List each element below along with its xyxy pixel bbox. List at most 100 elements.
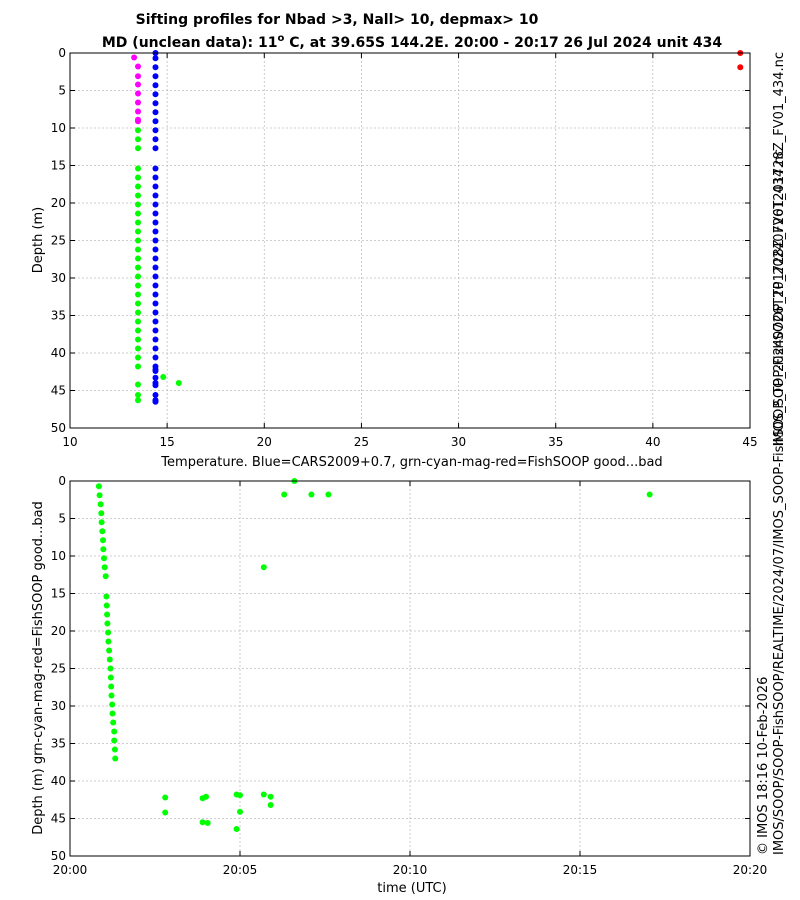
data-point-blue <box>152 255 159 262</box>
data-point-green <box>104 620 111 627</box>
data-point-blue <box>152 273 159 280</box>
data-point-blue <box>152 318 159 325</box>
data-point-blue <box>152 64 159 71</box>
data-point-blue <box>152 210 159 217</box>
data-point-green <box>107 674 114 681</box>
data-point-green <box>135 336 141 343</box>
data-point-green <box>199 819 206 826</box>
plot1-xtick-label: 15 <box>160 435 175 449</box>
copyright-label: © IMOS 18:16 10-Feb-2026 <box>756 677 771 855</box>
plot2-ytick-label: 50 <box>51 849 66 863</box>
data-point-green <box>105 629 112 636</box>
data-point-blue <box>152 145 159 152</box>
data-point-blue <box>152 345 159 352</box>
file-name-label: IMOS_SOOP-FishSOOP_TP_20240726T201728Z_F… <box>772 52 787 446</box>
data-point-blue <box>152 136 159 143</box>
data-point-green <box>111 737 118 744</box>
data-point-blue <box>152 55 159 62</box>
data-point-blue <box>152 327 159 334</box>
plot1-ytick-label: 35 <box>51 309 66 323</box>
plot1-ylabel: Depth (m) <box>31 207 46 274</box>
data-point-blue <box>152 174 159 181</box>
plot2-ytick-label: 25 <box>51 662 66 676</box>
data-point-green <box>135 219 141 226</box>
data-point-green <box>111 746 118 753</box>
data-point-green <box>135 282 141 289</box>
plot2-ytick-label: 15 <box>51 587 66 601</box>
plot2-xtick-label: 20:20 <box>733 863 768 877</box>
data-point-green <box>135 201 141 208</box>
data-point-magenta <box>135 63 141 70</box>
plot1-xtick-label: 40 <box>645 435 660 449</box>
data-point-green <box>135 127 141 134</box>
data-point-green <box>135 228 141 235</box>
plot1-ytick-label: 45 <box>51 384 66 398</box>
chart-title-line1: Sifting profiles for Nbad >3, Nall> 10, … <box>136 12 539 28</box>
data-point-magenta <box>135 81 141 88</box>
data-point-green <box>98 510 105 517</box>
data-point-green <box>135 183 141 190</box>
plot2-xtick-label: 20:05 <box>223 863 258 877</box>
data-point-blue <box>152 183 159 190</box>
data-point-red <box>737 64 744 71</box>
data-point-green <box>260 564 267 571</box>
plot1-ytick-label: 40 <box>51 346 66 360</box>
data-point-blue <box>152 82 159 89</box>
data-point-green <box>108 683 115 690</box>
data-point-green <box>111 728 118 735</box>
plot1-xtick-label: 10 <box>62 435 77 449</box>
data-point-green <box>325 491 332 498</box>
data-point-green <box>108 692 115 699</box>
data-point-blue <box>152 300 159 307</box>
data-point-green <box>135 145 141 152</box>
data-point-magenta <box>135 99 141 106</box>
data-point-green <box>135 381 141 388</box>
degree-superscript: o <box>277 33 284 44</box>
chart-title-line2: MD (unclean data): 11o C, at 39.65S 144.… <box>102 33 723 51</box>
data-point-green <box>106 656 113 663</box>
plot2-grid <box>70 481 750 856</box>
data-point-green <box>233 826 240 832</box>
data-point-blue <box>152 100 159 107</box>
data-point-blue <box>152 192 159 199</box>
data-point-blue <box>152 336 159 343</box>
data-point-green <box>267 802 274 808</box>
data-point-green <box>100 546 107 553</box>
data-point-green <box>103 593 110 600</box>
data-point-green <box>135 273 141 280</box>
data-point-green <box>135 397 141 404</box>
plot1-points <box>131 50 744 405</box>
plot1-ytick-label: 50 <box>51 421 66 435</box>
data-point-blue <box>152 246 159 253</box>
data-point-blue <box>152 309 159 316</box>
data-point-blue <box>152 264 159 271</box>
plot1-ytick-label: 5 <box>58 84 66 98</box>
data-point-green <box>203 793 209 800</box>
data-point-green <box>135 345 141 352</box>
plot2-xlabel: time (UTC) <box>377 881 446 896</box>
data-point-green <box>101 564 108 571</box>
plot2-ytick-label: 20 <box>51 624 66 638</box>
data-point-green <box>162 809 169 816</box>
data-point-blue <box>152 368 159 374</box>
file-path-label: IMOS/SOOP/SOOP-FishSOOP/REALTIME/2024/07… <box>772 149 787 855</box>
data-point-green <box>135 210 141 217</box>
data-point-green <box>135 192 141 199</box>
data-point-green <box>95 483 102 490</box>
data-point-green <box>104 611 111 618</box>
data-point-green <box>204 820 211 826</box>
data-point-green <box>135 174 141 181</box>
data-point-green <box>106 647 113 654</box>
plot2-ytick-label: 5 <box>58 512 66 526</box>
data-point-green <box>260 791 267 798</box>
data-point-blue <box>152 354 159 361</box>
data-point-green <box>267 793 274 800</box>
plot2-xtick-label: 20:00 <box>53 863 88 877</box>
plot2-ytick-label: 40 <box>51 774 66 788</box>
data-point-green <box>109 710 116 717</box>
data-point-green <box>107 665 114 672</box>
plot2-ytick-label: 10 <box>51 549 66 563</box>
data-point-green <box>103 602 110 609</box>
